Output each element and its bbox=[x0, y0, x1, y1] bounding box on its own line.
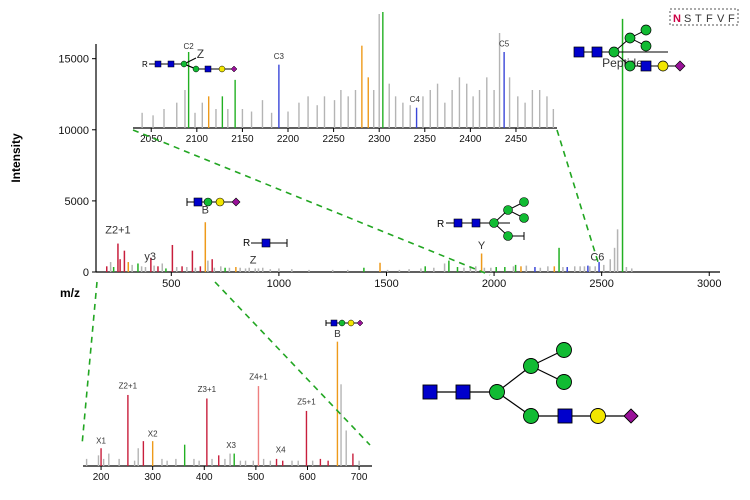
svg-text:R: R bbox=[142, 60, 148, 69]
x-tick-label: 500 bbox=[248, 472, 265, 483]
sequon-letter-v: V bbox=[717, 13, 725, 25]
peak-label: X1 bbox=[96, 436, 106, 445]
glycan-z-fragment-icon: R bbox=[243, 238, 288, 249]
sequon-letter-t: T bbox=[695, 13, 702, 25]
sequon-box: N S T F V F bbox=[669, 8, 739, 26]
glycan-y-fragment-icon: R bbox=[437, 197, 529, 241]
x-tick-label: 1000 bbox=[267, 278, 291, 290]
glycan-large-structure-icon bbox=[422, 342, 639, 424]
x-tick-label: 2100 bbox=[186, 134, 209, 145]
peak-label: Z2+1 bbox=[105, 224, 130, 236]
x-tick-label: 3000 bbox=[697, 278, 721, 290]
peak-label: C2 bbox=[184, 42, 195, 51]
sequon-letter-n: N bbox=[673, 13, 681, 25]
zoom-inset-low-mz: 200 300 400 500 600 700 X1 Z2+1 X2 Z3+1 X3 Z4+1 X4 Z5… bbox=[83, 329, 372, 483]
glycan-inset-b-icon bbox=[325, 319, 364, 327]
peak-label: Z bbox=[250, 254, 257, 266]
x-tick-label: 2050 bbox=[140, 134, 163, 145]
y-tick-label: 15000 bbox=[58, 54, 89, 66]
glycan-b-fragment-icon bbox=[186, 197, 241, 207]
x-tick-label: 300 bbox=[144, 472, 161, 483]
x-tick-label: 600 bbox=[299, 472, 316, 483]
peak-label: X4 bbox=[276, 445, 286, 454]
zoom-inset-high-mz: 2050 2100 2150 2200 2250 2300 2350 2400 2450 C2Z C… bbox=[133, 12, 557, 145]
x-tick-label: 2300 bbox=[368, 134, 391, 145]
peak-label: X3 bbox=[226, 441, 236, 450]
glycan-inset-c2-icon: R bbox=[142, 57, 238, 73]
x-tick-label: 2000 bbox=[482, 278, 506, 290]
x-axis-label: m/z bbox=[60, 286, 80, 300]
sequon-letter-f-2: F bbox=[728, 13, 735, 25]
x-tick-label: 2500 bbox=[589, 278, 613, 290]
y-tick-label: 10000 bbox=[58, 125, 89, 137]
peak-label: C3 bbox=[274, 52, 285, 61]
x-tick-label: 2450 bbox=[505, 134, 528, 145]
sequon-letter-s: S bbox=[684, 13, 691, 25]
y-axis-label: Intensity bbox=[9, 133, 23, 183]
peak-label: y3 bbox=[144, 251, 156, 263]
peak-label: B bbox=[202, 205, 209, 217]
peak-label: C5 bbox=[499, 39, 510, 48]
peak-label: C4 bbox=[410, 95, 421, 104]
peak-label: Z4+1 bbox=[249, 373, 268, 382]
x-tick-label: 2250 bbox=[322, 134, 345, 145]
peak-label: Peptide bbox=[602, 56, 643, 70]
x-tick-label: 700 bbox=[351, 472, 368, 483]
peak-label: Z5+1 bbox=[297, 397, 316, 406]
zoom-guide-lines bbox=[81, 129, 599, 446]
peak-label: Y bbox=[478, 240, 486, 252]
x-tick-label: 2150 bbox=[231, 134, 254, 145]
x-tick-label: 1500 bbox=[374, 278, 398, 290]
peak-label: Z3+1 bbox=[198, 385, 217, 394]
peak-label: Z bbox=[197, 47, 204, 61]
main-spectrum: 500 1000 1500 2000 2500 3000 0 5000 10000 15000 m/… bbox=[9, 18, 721, 300]
peak-label: X2 bbox=[148, 429, 158, 438]
x-tick-label: 2400 bbox=[459, 134, 482, 145]
peak-label: B bbox=[334, 329, 341, 340]
glycan-peptide-icon bbox=[573, 24, 686, 72]
x-tick-label: 200 bbox=[93, 472, 110, 483]
x-tick-label: 400 bbox=[196, 472, 213, 483]
sequon-letter-f: F bbox=[706, 13, 713, 25]
peak-label: Z2+1 bbox=[119, 381, 138, 390]
y-tick-label: 5000 bbox=[65, 196, 89, 208]
svg-text:R: R bbox=[437, 219, 444, 230]
y-tick-label: 0 bbox=[83, 267, 89, 279]
x-tick-label: 500 bbox=[162, 278, 180, 290]
x-tick-label: 2350 bbox=[414, 134, 437, 145]
x-tick-label: 2200 bbox=[277, 134, 300, 145]
svg-text:R: R bbox=[243, 238, 250, 249]
